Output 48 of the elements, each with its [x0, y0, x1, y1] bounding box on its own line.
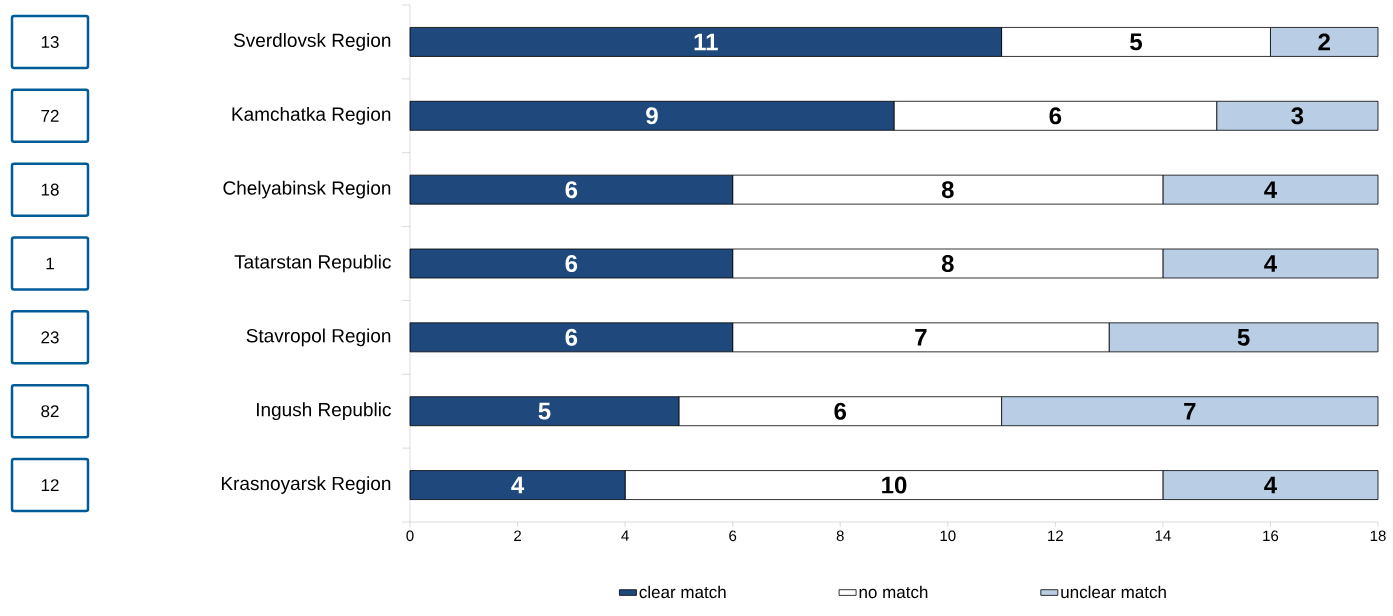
data-label: 6	[834, 402, 847, 420]
legend-label: unclear match	[1061, 585, 1166, 599]
data-label: 8	[941, 254, 954, 272]
data-label: 7	[915, 329, 927, 346]
x-tick-label: 6	[729, 530, 737, 542]
legend-label: clear match	[639, 585, 726, 599]
data-label: 4	[511, 476, 525, 494]
y-tick-label: Sverdlovsk Region	[233, 33, 391, 51]
x-tick-label: 16	[1263, 530, 1279, 542]
x-tick-label: 18	[1370, 530, 1386, 542]
x-tick-label: 10	[940, 530, 956, 542]
data-label: 5	[538, 402, 551, 420]
data-label: 7	[1184, 402, 1196, 420]
text: 12	[41, 479, 59, 492]
y-tick-label: Ingush Republic	[256, 402, 391, 421]
data-label: 6	[1049, 107, 1062, 125]
data-label: 4	[1264, 255, 1277, 272]
y-tick-label: Tatarstan Republic	[234, 254, 391, 273]
text: 23	[41, 331, 59, 344]
text: 1	[46, 257, 54, 270]
x-tick-label: 4	[621, 530, 629, 541]
y-tick-label: Krasnoyarsk Region	[221, 476, 391, 494]
data-label: 10	[882, 476, 907, 494]
data-label: 6	[565, 328, 578, 346]
text: 82	[41, 405, 59, 418]
x-tick-label: 12	[1048, 530, 1063, 541]
data-label: 2	[1318, 33, 1330, 51]
data-label: 5	[1237, 328, 1250, 346]
data-label: 9	[646, 107, 658, 125]
text: 13	[41, 35, 59, 48]
x-tick-label: 0	[406, 530, 414, 542]
x-tick-label: 8	[836, 530, 844, 542]
text: 72	[41, 109, 59, 122]
data-label: 4	[1264, 181, 1277, 198]
data-label: 6	[565, 254, 578, 272]
x-tick-label: 14	[1155, 530, 1171, 541]
legend-label: no match	[859, 585, 928, 599]
y-tick-label: Chelyabinsk Region	[223, 180, 391, 199]
data-label: 8	[941, 181, 954, 199]
data-label: 4	[1264, 476, 1277, 494]
y-tick-label: Kamchatka Region	[232, 106, 391, 125]
text: 18	[41, 183, 59, 196]
data-label: 6	[565, 181, 578, 199]
x-tick-label: 2	[514, 530, 521, 541]
data-label: 3	[1291, 107, 1304, 125]
data-label: 5	[1130, 33, 1143, 51]
data-label: 11	[694, 33, 718, 51]
y-tick-label: Stavropol Region	[246, 328, 391, 347]
